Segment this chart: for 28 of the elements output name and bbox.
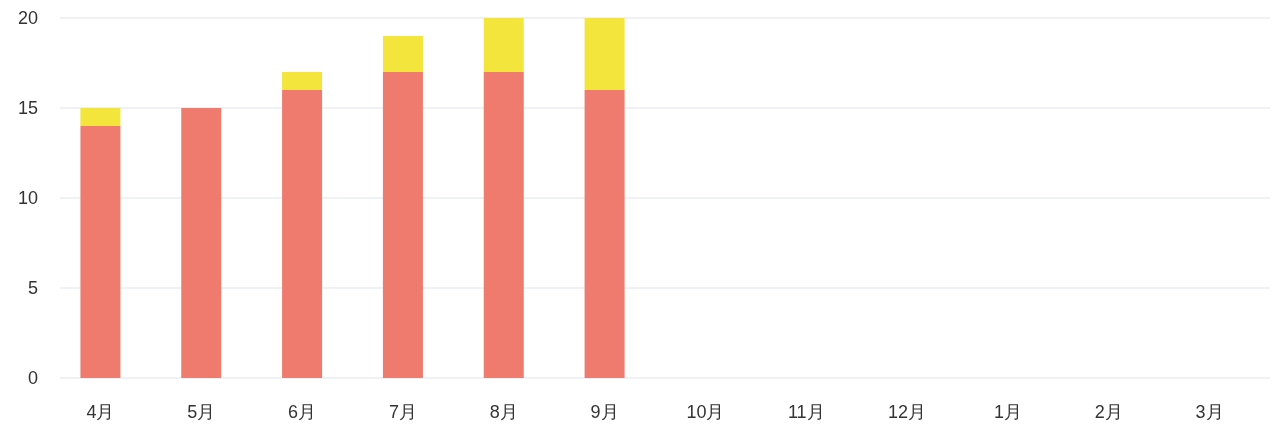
bar: [382, 36, 423, 72]
x-tick-label: 5月: [187, 402, 216, 422]
bar: [80, 126, 121, 378]
x-tick-label: 4月: [86, 402, 115, 422]
x-tick-label: 2月: [1094, 402, 1123, 422]
x-tick-label: 3月: [1195, 402, 1224, 422]
x-tick-label: 12月: [888, 402, 927, 422]
bar: [483, 18, 524, 72]
bar: [282, 72, 323, 90]
bar: [382, 72, 423, 378]
x-tick-label: 11月: [787, 402, 825, 422]
x-tick-label: 6月: [288, 402, 317, 422]
x-tick-label: 1月: [993, 402, 1022, 422]
y-tick-label: 10: [17, 188, 38, 208]
y-tick-label: 0: [27, 368, 38, 388]
x-tick-label: 9月: [590, 402, 619, 422]
y-tick-label: 20: [17, 8, 38, 28]
bar: [282, 90, 323, 378]
bar: [584, 90, 625, 378]
y-tick-label: 5: [27, 278, 38, 298]
x-tick-label: 8月: [489, 402, 518, 422]
bar: [80, 108, 121, 126]
bar: [584, 18, 625, 90]
y-tick-label: 15: [17, 98, 38, 118]
x-tick-label: 10月: [686, 402, 725, 422]
bar: [181, 108, 222, 378]
x-tick-label: 7月: [388, 402, 417, 422]
bar: [483, 72, 524, 378]
